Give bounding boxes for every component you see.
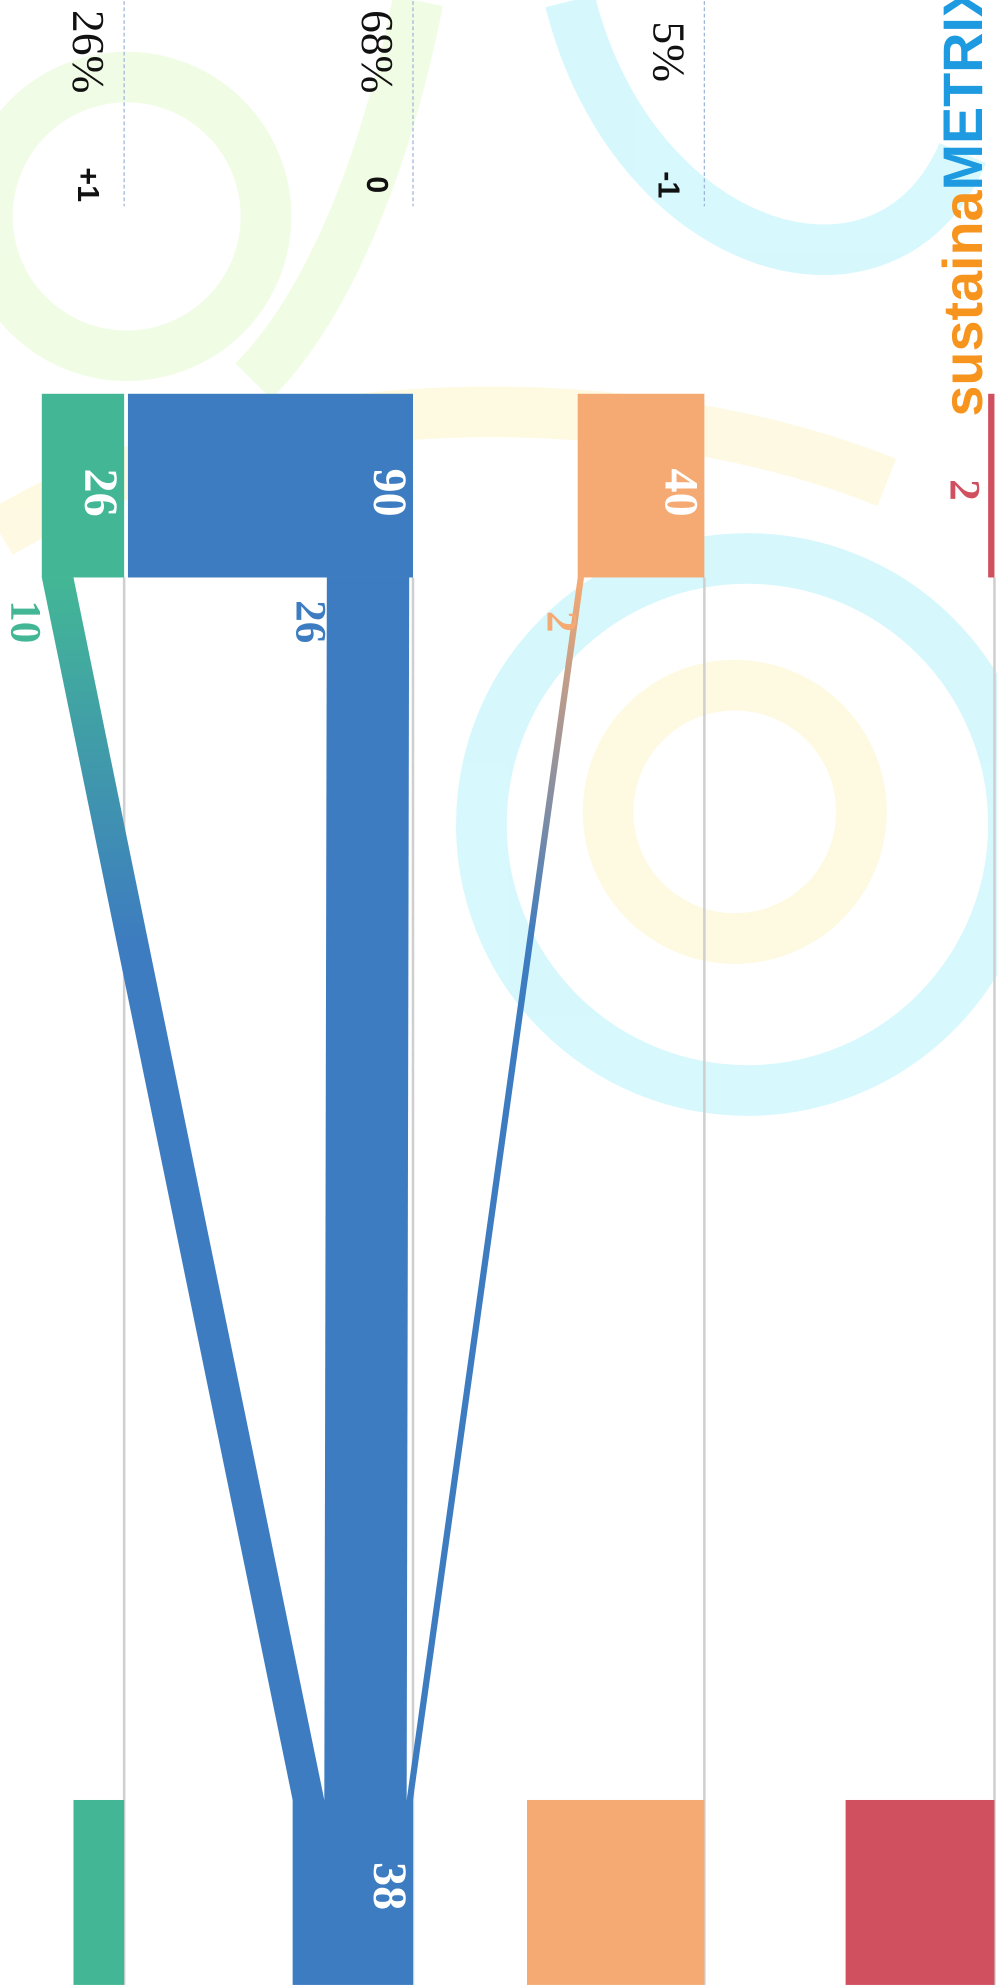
link-label: 10 xyxy=(2,600,49,643)
link-label: 26 xyxy=(287,600,334,643)
link xyxy=(41,577,325,1800)
target-node xyxy=(845,1799,995,1985)
row-share: 5% xyxy=(643,21,694,82)
link-label: 2 xyxy=(538,611,585,633)
target-node xyxy=(73,1799,125,1985)
logo-part: sustaina xyxy=(932,189,994,416)
node-value: 90 xyxy=(363,469,416,517)
row-label: -1 xyxy=(651,171,685,198)
node-value: 26 xyxy=(74,469,127,517)
row-label: +1 xyxy=(71,167,105,202)
target-node xyxy=(527,1799,705,1985)
logo: sustainaMETRIX xyxy=(932,0,994,417)
row-label: 0 xyxy=(360,176,394,193)
logo-part: METRIX xyxy=(932,0,994,190)
node-value: 2 xyxy=(940,479,987,501)
source-node xyxy=(41,393,125,578)
source-node xyxy=(988,393,995,578)
target-node xyxy=(292,1799,413,1985)
node-value: 38 xyxy=(363,1862,416,1910)
link xyxy=(406,577,585,1800)
row-share: 26% xyxy=(63,10,114,94)
source-node xyxy=(577,393,705,578)
source-node xyxy=(127,393,413,578)
node-value: 40 xyxy=(654,469,707,517)
link xyxy=(324,577,410,1800)
row-share: 68% xyxy=(352,10,403,94)
